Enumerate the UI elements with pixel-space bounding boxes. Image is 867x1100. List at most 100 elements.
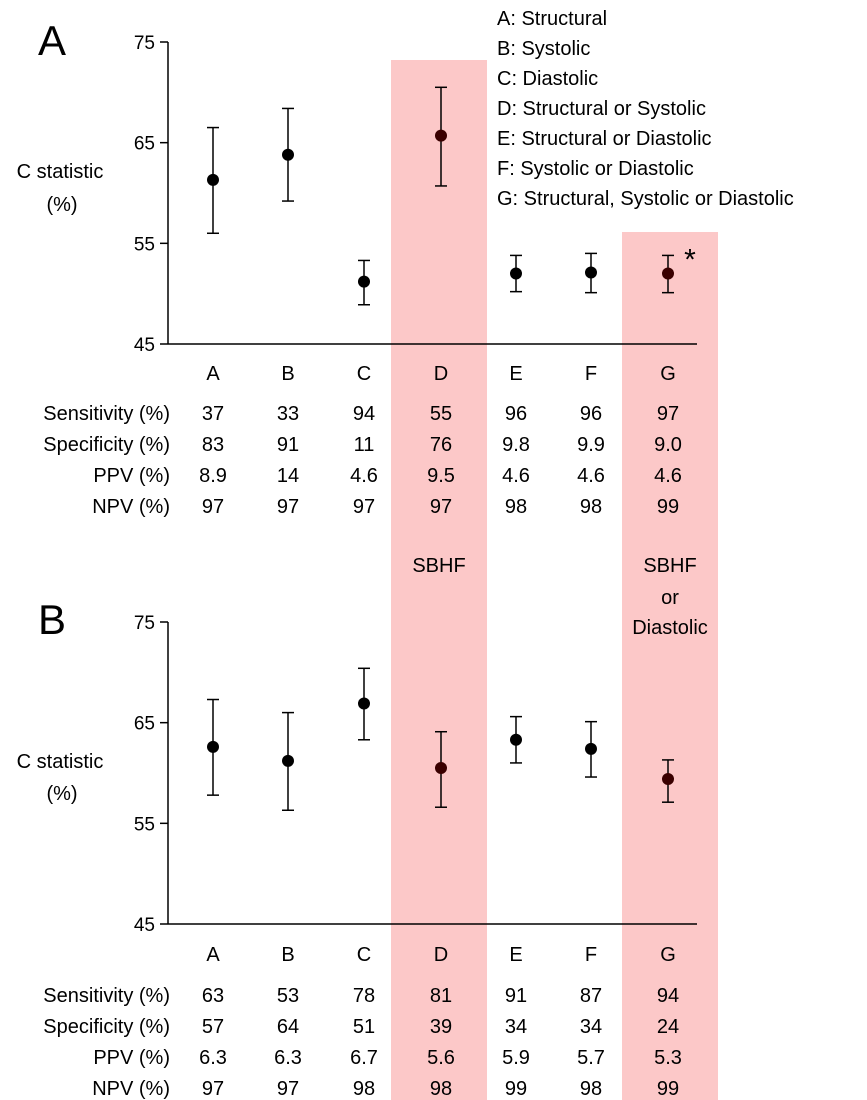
data-point — [207, 740, 219, 753]
y-axis-label: (%) — [46, 194, 77, 216]
table-row-label: Sensitivity (%) — [43, 403, 170, 425]
legend-entry: D: Structural or Systolic — [497, 98, 706, 120]
table-cell: 97 — [657, 403, 679, 425]
highlight-band-g — [622, 232, 718, 1100]
x-tick-label: G — [660, 363, 676, 385]
highlight-labels: SBHF SBHF or Diastolic — [412, 555, 707, 639]
x-tick-label: E — [509, 944, 522, 966]
table-row-label: Specificity (%) — [43, 434, 170, 456]
table-cell: 98 — [580, 496, 602, 518]
x-tick-label: F — [585, 363, 597, 385]
x-tick-label: G — [660, 944, 676, 966]
data-point — [282, 754, 294, 767]
x-tick-label: B — [281, 363, 294, 385]
table-cell: 97 — [202, 496, 224, 518]
y-axis-label: C statistic — [17, 161, 104, 183]
table-cell: 4.6 — [577, 465, 605, 487]
table-cell: 4.6 — [350, 465, 378, 487]
table-cell: 87 — [580, 985, 602, 1007]
table-row-label: NPV (%) — [92, 1078, 170, 1100]
legend-entry: C: Diastolic — [497, 68, 598, 90]
panel-letter: B — [38, 596, 66, 643]
table-cell: 99 — [505, 1078, 527, 1100]
table-cell: 55 — [430, 403, 452, 425]
table-cell: 94 — [657, 985, 679, 1007]
x-tick-label: D — [434, 363, 448, 385]
table-cell: 63 — [202, 985, 224, 1007]
data-point — [510, 267, 522, 280]
table-cell: 98 — [505, 496, 527, 518]
table-cell: 99 — [657, 1078, 679, 1100]
table-cell: 97 — [430, 496, 452, 518]
data-point — [585, 266, 597, 279]
table-cell: 34 — [505, 1016, 527, 1038]
significance-asterisk: * — [684, 244, 696, 277]
table-cell: 91 — [505, 985, 527, 1007]
panel-a: A C statistic (%) 45 55 65 75 A B C D E F G * Sensitivi… — [17, 17, 697, 518]
table-cell: 4.6 — [502, 465, 530, 487]
table-cell: 97 — [277, 1078, 299, 1100]
table-cell: 9.8 — [502, 434, 530, 456]
table-cell: 96 — [580, 403, 602, 425]
table-cell: 97 — [202, 1078, 224, 1100]
highlight-layer — [391, 60, 718, 1100]
table-row-label: Specificity (%) — [43, 1016, 170, 1038]
x-tick-label: A — [206, 363, 220, 385]
legend-entry: A: Structural — [497, 8, 607, 30]
legend-entry: B: Systolic — [497, 38, 590, 60]
table-cell: 96 — [505, 403, 527, 425]
table-cell: 81 — [430, 985, 452, 1007]
table-cell: 97 — [353, 496, 375, 518]
highlight-band-d — [391, 60, 487, 1100]
data-point — [358, 275, 370, 288]
data-point — [435, 129, 447, 142]
data-point — [510, 733, 522, 746]
x-tick-label: C — [357, 944, 371, 966]
x-tick-label: D — [434, 944, 448, 966]
y-tick-label: 55 — [134, 814, 155, 835]
data-point — [358, 697, 370, 710]
y-axis-label: C statistic — [17, 751, 104, 773]
legend-entry: E: Structural or Diastolic — [497, 128, 712, 150]
table-cell: 98 — [580, 1078, 602, 1100]
x-tick-label: B — [281, 944, 294, 966]
table-row-label: PPV (%) — [93, 465, 170, 487]
table-cell: 9.0 — [654, 434, 682, 456]
table-cell: 99 — [657, 496, 679, 518]
table-cell: 57 — [202, 1016, 224, 1038]
table-cell: 39 — [430, 1016, 452, 1038]
table-cell: 83 — [202, 434, 224, 456]
table-cell: 5.3 — [654, 1047, 682, 1069]
table-cell: 14 — [277, 465, 299, 487]
y-axis-label: (%) — [46, 783, 77, 805]
table-cell: 53 — [277, 985, 299, 1007]
table-cell: 5.9 — [502, 1047, 530, 1069]
panel-b: B C statistic (%) 45 55 65 75 A B C D E F G Sensitivit… — [17, 596, 697, 1100]
table-cell: 8.9 — [199, 465, 227, 487]
table-cell: 24 — [657, 1016, 679, 1038]
table-cell: 37 — [202, 403, 224, 425]
table-cell: 4.6 — [654, 465, 682, 487]
table-cell: 76 — [430, 434, 452, 456]
y-tick-label: 45 — [134, 915, 155, 936]
x-tick-label: C — [357, 363, 371, 385]
table-cell: 33 — [277, 403, 299, 425]
table-cell: 6.3 — [199, 1047, 227, 1069]
y-tick-label: 55 — [134, 234, 155, 255]
data-point — [207, 173, 219, 186]
table-cell: 5.7 — [577, 1047, 605, 1069]
legend-entry: F: Systolic or Diastolic — [497, 158, 694, 180]
table-cell: 64 — [277, 1016, 299, 1038]
table-cell: 6.3 — [274, 1047, 302, 1069]
data-point — [435, 761, 447, 774]
legend: A: Structural B: Systolic C: Diastolic D: S… — [497, 8, 794, 210]
table-cell: 98 — [430, 1078, 452, 1100]
table-row-label: Sensitivity (%) — [43, 985, 170, 1007]
table-cell: 94 — [353, 403, 375, 425]
table-cell: 51 — [353, 1016, 375, 1038]
table-cell: 6.7 — [350, 1047, 378, 1069]
y-tick-label: 75 — [134, 33, 155, 54]
y-tick-label: 75 — [134, 613, 155, 634]
highlight-label-g: or — [661, 587, 679, 609]
